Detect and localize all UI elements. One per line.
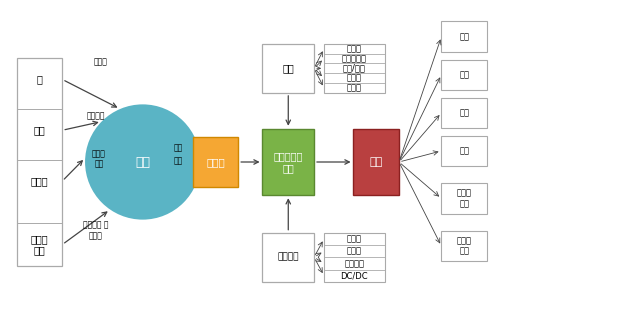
Text: 固定式
电源: 固定式 电源	[457, 189, 472, 208]
FancyBboxPatch shape	[441, 136, 487, 166]
Text: 煤炭: 煤炭	[33, 125, 45, 135]
Text: 应用: 应用	[370, 157, 383, 167]
Text: 客车: 客车	[459, 32, 469, 41]
Text: 便携式
电源: 便携式 电源	[457, 237, 472, 256]
Ellipse shape	[85, 104, 201, 220]
FancyBboxPatch shape	[441, 231, 487, 261]
Text: DC/DC: DC/DC	[340, 271, 368, 280]
Text: 天然气: 天然气	[31, 176, 48, 186]
Text: 轿车: 轿车	[459, 70, 469, 79]
Text: 与水蒸气 氧
气反应: 与水蒸气 氧 气反应	[83, 221, 109, 240]
FancyBboxPatch shape	[353, 129, 399, 195]
Text: 机车: 机车	[459, 146, 469, 156]
FancyBboxPatch shape	[262, 233, 314, 282]
Text: 增湿器: 增湿器	[347, 247, 362, 256]
Text: 质子交换膜: 质子交换膜	[342, 54, 367, 63]
Text: 储藏: 储藏	[173, 156, 183, 165]
FancyBboxPatch shape	[441, 60, 487, 90]
Text: 氢气: 氢气	[135, 156, 150, 168]
Text: 膜电极: 膜电极	[347, 84, 362, 93]
Text: 运输: 运输	[173, 143, 183, 152]
Text: 碳布/碳网: 碳布/碳网	[343, 64, 366, 73]
Text: 石脑油
重油: 石脑油 重油	[31, 234, 48, 255]
FancyBboxPatch shape	[441, 98, 487, 128]
Text: 系统配件: 系统配件	[277, 253, 299, 262]
Text: 焦化气化: 焦化气化	[87, 111, 105, 121]
Text: 水: 水	[37, 75, 43, 85]
Text: 催化剂: 催化剂	[347, 44, 362, 53]
Text: 双极板: 双极板	[347, 74, 362, 83]
FancyBboxPatch shape	[324, 44, 385, 93]
Text: 电解水: 电解水	[93, 57, 107, 66]
Text: 空压机: 空压机	[347, 234, 362, 243]
FancyBboxPatch shape	[262, 129, 314, 195]
Text: 电堆: 电堆	[282, 63, 294, 73]
Text: 加氢站: 加氢站	[206, 157, 225, 167]
Text: 叉车: 叉车	[459, 108, 469, 117]
FancyBboxPatch shape	[441, 21, 487, 52]
FancyBboxPatch shape	[324, 233, 385, 282]
FancyBboxPatch shape	[262, 44, 314, 93]
Text: 循环泵等: 循环泵等	[344, 259, 365, 268]
Text: 氢燃料电池
系统: 氢燃料电池 系统	[274, 151, 303, 173]
Text: 水蒸气
重整: 水蒸气 重整	[92, 149, 106, 168]
FancyBboxPatch shape	[17, 58, 63, 266]
FancyBboxPatch shape	[193, 137, 238, 187]
FancyBboxPatch shape	[441, 183, 487, 214]
